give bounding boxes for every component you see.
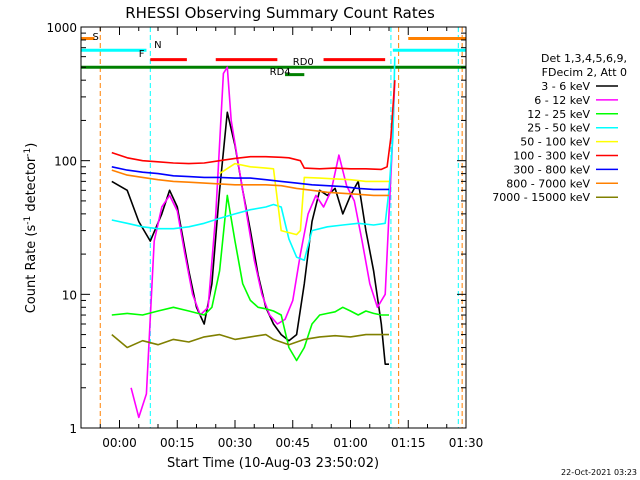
x-tick-label: 00:00 (102, 436, 137, 450)
legend-entry: 50 - 100 keV (520, 136, 618, 149)
y-tick-label: 100 (54, 155, 77, 169)
y-axis-label-end: ) (24, 143, 39, 148)
y-tick-label: 1000 (46, 21, 77, 35)
x-tick-label: 00:15 (160, 436, 195, 450)
x-tick-label: 01:30 (449, 436, 484, 450)
x-axis-label: Start Time (10-Aug-03 23:50:02) (167, 456, 379, 471)
chart-title: RHESSI Observing Summary Count Rates (125, 4, 435, 22)
x-tick-label: 01:00 (333, 436, 368, 450)
legend-label: 12 - 25 keV (527, 108, 590, 121)
y-axis-label-mid: detector (24, 156, 39, 216)
timestamp: 22-Oct-2021 03:23 (561, 468, 637, 477)
plot-frame (80, 26, 467, 429)
y-tick-label: 10 (62, 288, 77, 302)
y-tick-label: 1 (69, 422, 77, 436)
series-line-100-300-kev (111, 80, 396, 171)
flag-label-rd4: RD4 (270, 67, 291, 78)
legend-entry: 100 - 300 keV (513, 150, 618, 163)
legend-header-line1: Det 1,3,4,5,6,9, (541, 52, 627, 65)
y-axis-label-sup1: -1 (23, 216, 33, 225)
flag-label-rd0: RD0 (293, 57, 314, 68)
y-axis-label: Count Rate (s-1 detector-1) (23, 143, 39, 314)
series-line-3-6-kev (111, 111, 389, 365)
legend-entry: 6 - 12 keV (534, 94, 618, 107)
y-axis-label-main: Count Rate (s (24, 225, 39, 314)
legend-entry: 25 - 50 keV (527, 122, 618, 135)
series-line-800-7000-kev (111, 169, 389, 197)
series-line-6-12-kev (130, 66, 396, 419)
series-line-25-50-kev (111, 56, 396, 261)
legend-label: 25 - 50 keV (527, 122, 590, 135)
legend-label: 6 - 12 keV (534, 94, 590, 107)
legend-entry: 800 - 7000 keV (506, 177, 618, 190)
legend-label: 100 - 300 keV (513, 150, 590, 163)
legend-label: 50 - 100 keV (520, 136, 590, 149)
legend-entry: 3 - 6 keV (541, 80, 618, 93)
legend-label: 800 - 7000 keV (506, 177, 590, 190)
legend-label: 300 - 800 keV (513, 163, 590, 176)
flag-label-f: F (139, 49, 145, 60)
legend-label: 3 - 6 keV (541, 80, 590, 93)
series-line-50-100-kev (219, 162, 389, 236)
legend-entry: 12 - 25 keV (527, 108, 618, 121)
y-axis-label-sup2: -1 (23, 148, 33, 157)
legend-entry: 300 - 800 keV (513, 163, 618, 176)
x-tick-label: 00:45 (275, 436, 310, 450)
legend-entry: 7000 - 15000 keV (492, 191, 618, 204)
x-tick-label: 00:30 (218, 436, 253, 450)
x-tick-label: 01:15 (391, 436, 426, 450)
legend-label: 7000 - 15000 keV (492, 191, 590, 204)
series-line-7000-15000-kev (111, 333, 389, 349)
series-line-300-800-kev (111, 166, 389, 191)
series-line-12-25-kev (111, 194, 389, 362)
legend-header-line2: FDecim 2, Att 0 (542, 66, 627, 79)
flag-label-n: N (154, 40, 161, 51)
flag-label-s: S (93, 32, 99, 43)
